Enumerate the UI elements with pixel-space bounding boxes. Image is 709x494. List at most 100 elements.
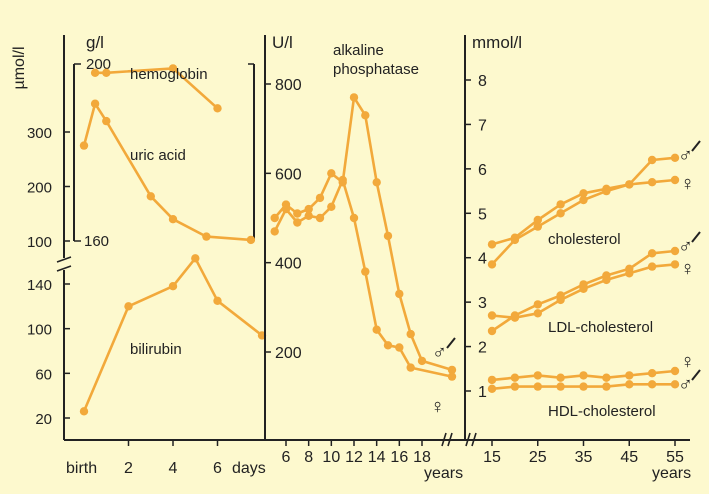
alp-female-point xyxy=(447,372,457,381)
hdl-female-point xyxy=(625,371,634,380)
right-x-tick-label: 35 xyxy=(575,449,593,466)
label-uric-acid: uric acid xyxy=(130,147,186,164)
left-x-tick-label: 4 xyxy=(169,460,178,477)
hdl-female-point xyxy=(670,366,680,376)
alp-female-point xyxy=(315,213,325,223)
chol-male-point xyxy=(579,195,588,205)
alp-x-tick-label: 14 xyxy=(368,449,386,466)
hdl-male-point xyxy=(556,382,565,391)
alp-y-tick-label: 800 xyxy=(275,77,302,94)
hdl-female-symbol: ♀ xyxy=(680,351,695,373)
right-x-tick-label: 25 xyxy=(529,449,547,466)
alp-female-point xyxy=(338,175,347,185)
uric-acid-point xyxy=(146,192,155,201)
umol-axis-label: µmol/l xyxy=(11,47,28,90)
hdl-male-point xyxy=(625,380,634,389)
label-ldl-cholesterol: LDL-cholesterol xyxy=(548,319,653,336)
alp-female-point xyxy=(406,363,415,372)
chol-female-point xyxy=(556,200,565,209)
alp-female-point xyxy=(395,343,404,352)
bilirubin-point xyxy=(213,296,222,305)
alp-x-tick-label: 18 xyxy=(413,449,431,466)
label-hdl-cholesterol: HDL-cholesterol xyxy=(548,403,656,420)
alp-female-point xyxy=(304,211,313,220)
bilirubin-tick-label: 60 xyxy=(35,366,52,383)
panel-left: 100 200 300 20 60 100 140 µmol/l g/l 200 160 birth 2… xyxy=(11,33,267,477)
alp-male-point xyxy=(447,365,457,375)
hdl-female-point xyxy=(647,369,657,378)
right-x-tick-label: 45 xyxy=(620,449,638,466)
left-x-tick-label: birth xyxy=(66,460,97,477)
hemoglobin-point xyxy=(102,68,111,78)
alp-x-tick-label: 8 xyxy=(304,449,313,466)
ldl-female-point xyxy=(670,260,680,269)
mmol-tick-label: 8 xyxy=(478,73,487,90)
ldl-male-point xyxy=(670,246,680,256)
umol-tick-label: 100 xyxy=(27,234,52,251)
alp-male-point xyxy=(406,329,415,339)
right-x-tick-label: 55 xyxy=(666,449,684,466)
hdl-male-point xyxy=(533,382,542,391)
alp-y-tick-label: 600 xyxy=(275,166,302,183)
bilirubin-line xyxy=(82,257,263,412)
mmol-tick-label: 4 xyxy=(478,251,487,268)
alp-x-unit-label: years xyxy=(424,465,463,482)
uric-acid-point xyxy=(202,232,211,241)
alp-male-point xyxy=(349,93,359,102)
hemoglobin-point xyxy=(90,68,100,78)
alp-male-arrow-shaft xyxy=(446,337,456,349)
mmol-tick-label: 3 xyxy=(478,295,487,312)
right-x-axis-break xyxy=(465,432,477,447)
hdl-male-point xyxy=(602,382,611,391)
uric-acid-point xyxy=(168,215,178,224)
ldl-female-point xyxy=(556,295,565,305)
hdl-female-point xyxy=(602,373,611,382)
hdl-male-point xyxy=(670,380,680,389)
alp-x-tick-label: 6 xyxy=(282,449,291,466)
bilirubin-point xyxy=(168,282,178,291)
label-phosphatase: phosphatase xyxy=(333,61,419,78)
right-x-unit-label: years xyxy=(652,465,691,482)
alp-x-tick-label: 10 xyxy=(322,449,340,466)
alp-x-tick-label: 16 xyxy=(390,449,408,466)
label-alkaline: alkaline xyxy=(333,42,384,59)
hdl-female-point xyxy=(510,373,520,382)
umol-tick-label: 300 xyxy=(27,125,52,142)
axis-break-mark xyxy=(56,256,72,272)
alp-male-line xyxy=(273,96,453,372)
chol-female-point xyxy=(579,189,588,198)
male-arrow-shaft xyxy=(691,369,701,381)
alp-male-point xyxy=(293,209,302,218)
alp-male-point xyxy=(304,204,313,214)
bilirubin-point xyxy=(79,407,89,416)
alp-male-point xyxy=(395,289,404,299)
label-bilirubin: bilirubin xyxy=(130,341,182,358)
bilirubin-point xyxy=(191,254,200,263)
chol-male-point xyxy=(533,222,542,231)
hdl-male-symbol: ♂ xyxy=(678,374,693,396)
left-x-tick-label: 2 xyxy=(124,460,133,477)
ldl-male-point xyxy=(647,249,657,258)
chol-male-point xyxy=(647,155,657,165)
uric-acid-point xyxy=(90,99,100,108)
bilirubin-point xyxy=(124,302,133,311)
ldl-male-symbol: ♂ xyxy=(678,236,693,258)
alp-female-point xyxy=(293,218,302,227)
mmol-tick-label: 1 xyxy=(478,384,487,401)
label-cholesterol: cholesterol xyxy=(548,231,621,248)
alp-male-point xyxy=(383,231,393,241)
bilirubin-tick-label: 20 xyxy=(35,411,52,428)
chol-male-point xyxy=(487,260,497,269)
ldl-male-point xyxy=(533,300,542,309)
hemoglobin-point xyxy=(168,64,178,73)
uric-acid-point xyxy=(102,116,111,126)
alp-female-point xyxy=(349,213,359,223)
chol-female-point xyxy=(670,175,680,185)
alp-female-point xyxy=(327,202,336,211)
chol-female-point xyxy=(487,240,497,249)
hdl-female-point xyxy=(579,371,588,380)
hdl-male-point xyxy=(647,380,657,389)
label-hemoglobin: hemoglobin xyxy=(130,66,208,83)
